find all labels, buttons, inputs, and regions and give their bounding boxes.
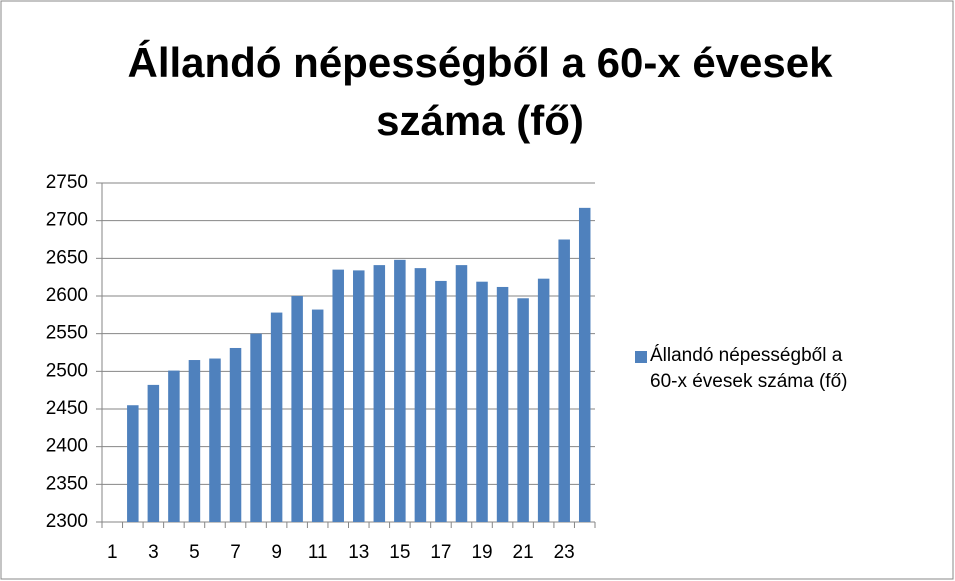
y-tick-label: 2550 bbox=[46, 323, 88, 344]
legend-label: Állandó népességből a 60-x évesek száma … bbox=[650, 345, 848, 392]
y-tick-label: 2750 bbox=[46, 172, 88, 193]
bar bbox=[578, 207, 591, 523]
bar bbox=[250, 333, 262, 522]
x-tick-label: 7 bbox=[230, 542, 241, 563]
y-tick-label: 2500 bbox=[46, 360, 88, 381]
x-tick-label: 15 bbox=[389, 542, 410, 563]
x-tick-label: 23 bbox=[554, 542, 575, 563]
bar bbox=[476, 281, 488, 522]
y-tick-label: 2450 bbox=[46, 398, 88, 419]
bar bbox=[209, 358, 221, 522]
bar bbox=[291, 296, 303, 522]
bar bbox=[229, 347, 242, 522]
chart-title: Állandó népességből a 60-x évesek száma … bbox=[127, 39, 833, 144]
y-tick-label: 2700 bbox=[46, 210, 88, 231]
bar bbox=[558, 239, 570, 522]
bar bbox=[394, 259, 406, 522]
y-tick-label: 2300 bbox=[46, 511, 88, 532]
legend-swatch bbox=[635, 351, 647, 363]
bar bbox=[168, 370, 180, 522]
x-tick-label: 17 bbox=[430, 542, 451, 563]
bar bbox=[496, 286, 509, 522]
x-tick-label: 5 bbox=[189, 542, 200, 563]
x-tick-label: 21 bbox=[513, 542, 534, 563]
bar bbox=[311, 309, 324, 522]
x-tick-label: 1 bbox=[107, 542, 118, 563]
x-tick-label: 11 bbox=[308, 542, 328, 563]
bar bbox=[270, 312, 283, 522]
legend: Állandó népességből a 60-x évesek száma … bbox=[635, 343, 865, 395]
bar bbox=[537, 278, 550, 522]
y-tick-label: 2400 bbox=[46, 436, 88, 457]
bar bbox=[353, 270, 365, 522]
bar bbox=[517, 298, 529, 522]
bar bbox=[414, 268, 427, 522]
x-tick-label: 3 bbox=[148, 542, 159, 563]
bar bbox=[332, 269, 344, 522]
bar bbox=[147, 384, 160, 522]
y-tick-label: 2600 bbox=[46, 285, 88, 306]
x-tick-label: 13 bbox=[348, 542, 369, 563]
bar bbox=[188, 360, 201, 522]
x-tick-label: 19 bbox=[471, 542, 492, 563]
x-tick-label: 9 bbox=[271, 542, 282, 563]
bar bbox=[435, 280, 447, 522]
y-tick-label: 2350 bbox=[46, 473, 88, 494]
y-tick-label: 2650 bbox=[46, 247, 88, 268]
bar bbox=[127, 405, 139, 522]
bar bbox=[373, 265, 386, 522]
bar bbox=[455, 265, 468, 522]
